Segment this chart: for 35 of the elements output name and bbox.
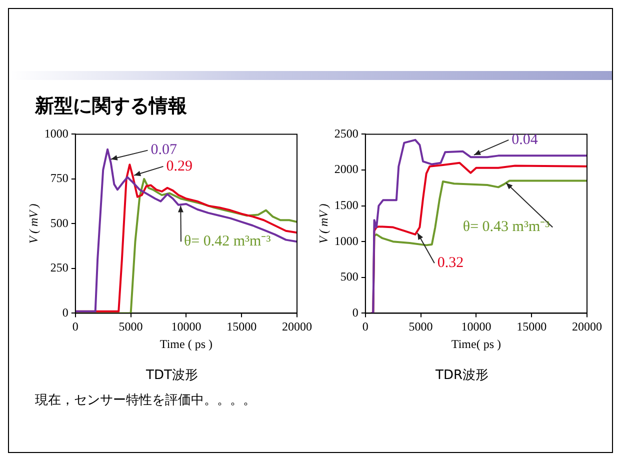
x-axis-title: Time ( ps ) bbox=[160, 336, 212, 351]
text: 現在，センサー特性を評価中。。。。 bbox=[35, 392, 256, 409]
y-tick-label: 1000 bbox=[334, 234, 358, 248]
x-tick-label: 10000 bbox=[171, 320, 202, 334]
text: TDR波形 bbox=[434, 367, 490, 384]
y-tick-label: 500 bbox=[340, 270, 358, 284]
y-tick-label: 0 bbox=[352, 305, 358, 320]
x-tick-label: 5000 bbox=[118, 320, 143, 334]
y-tick-label: 500 bbox=[50, 216, 68, 230]
x-tick-label: 10000 bbox=[461, 320, 492, 334]
series-label: θ= 0.42 m³m⁻³ bbox=[184, 234, 272, 250]
series-label: 0.07 bbox=[150, 142, 178, 158]
y-tick-label: 1500 bbox=[334, 198, 358, 212]
y-tick-label: 250 bbox=[50, 260, 68, 275]
x-tick-label: 15000 bbox=[516, 320, 547, 334]
series-label: 0.29 bbox=[166, 158, 193, 174]
x-tick-label: 5000 bbox=[408, 320, 433, 334]
text: 0.32 bbox=[437, 255, 464, 272]
chart-title: 新型に関する情報 bbox=[35, 94, 187, 119]
x-tick-label: 0 bbox=[72, 320, 78, 334]
x-tick-label: 20000 bbox=[282, 320, 312, 334]
x-tick-label: 0 bbox=[362, 320, 368, 334]
x-tick-label: 15000 bbox=[226, 320, 257, 334]
y-tick-label: 2500 bbox=[334, 126, 358, 140]
y-axis-title: V ( mV ) bbox=[26, 204, 40, 244]
y-tick-label: 1000 bbox=[44, 126, 68, 140]
y-axis-title: V ( mV ) bbox=[316, 204, 330, 244]
text: TDT波形 bbox=[145, 367, 199, 384]
y-tick-label: 2000 bbox=[334, 162, 358, 176]
series-label: θ= 0.43 m³m⁻³ bbox=[462, 219, 550, 236]
series-label: 0.04 bbox=[512, 132, 538, 148]
x-axis-title: Time( ps ) bbox=[451, 336, 501, 351]
x-tick-label: 20000 bbox=[572, 320, 602, 334]
y-tick-label: 0 bbox=[62, 305, 68, 320]
y-tick-label: 750 bbox=[50, 171, 68, 186]
